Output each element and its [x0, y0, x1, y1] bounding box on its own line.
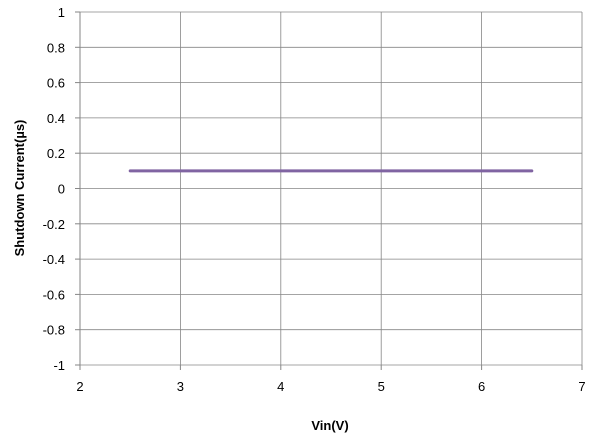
y-tick-label: -0.4 [43, 252, 65, 267]
y-tick-label: 0.2 [47, 146, 65, 161]
y-tick-label: 0.6 [47, 76, 65, 91]
x-tick-label: 5 [378, 379, 385, 394]
grid-layer [80, 11, 583, 366]
y-tick-label: 1 [58, 5, 65, 20]
x-axis-title: Vin(V) [311, 418, 348, 433]
y-tick-label: 0.4 [47, 111, 65, 126]
label-layer: 2 3 4 5 6 7 1 0.8 0.6 0.4 0.2 0 -0.2 -0.4 -0.6 -0.8 -1 [43, 5, 586, 394]
y-tick-label: -0.8 [43, 323, 65, 338]
x-tick-label: 3 [177, 379, 184, 394]
y-tick-label: -1 [53, 358, 65, 373]
y-tick-label: -0.2 [43, 217, 65, 232]
x-tick-label: 7 [578, 379, 585, 394]
x-tick-label: 4 [277, 379, 284, 394]
y-tick-label: 0 [58, 182, 65, 197]
y-tick-label: 0.8 [47, 40, 65, 55]
y-tick-label: -0.6 [43, 287, 65, 302]
x-tick-label: 2 [76, 379, 83, 394]
axis-layer [75, 11, 583, 370]
x-tick-label: 6 [478, 379, 485, 394]
y-axis-title: Shutdown Current(µs) [12, 120, 27, 257]
